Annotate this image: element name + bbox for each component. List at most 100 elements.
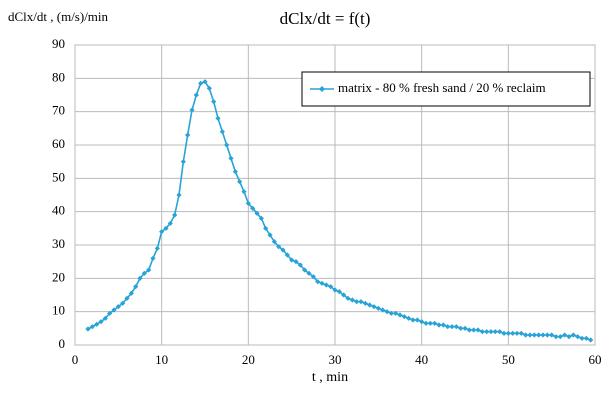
data-point [401, 314, 407, 320]
data-point [98, 319, 104, 325]
data-point [419, 319, 425, 325]
x-tick-label: 50 [502, 352, 515, 367]
data-point [172, 212, 178, 218]
legend-box [301, 71, 591, 107]
data-point [102, 315, 108, 321]
data-point [85, 326, 91, 332]
data-point [423, 320, 429, 326]
data-point [427, 320, 433, 326]
data-point [319, 280, 325, 286]
data-point [154, 245, 160, 251]
y-tick-label: 90 [52, 36, 65, 51]
data-point [193, 92, 199, 98]
data-point [267, 232, 273, 238]
data-point [137, 275, 143, 281]
data-point [245, 200, 251, 206]
data-point [540, 332, 546, 338]
data-point [375, 305, 381, 311]
data-point [250, 205, 256, 211]
data-point [310, 274, 316, 280]
data-point [349, 297, 355, 303]
data-point [345, 295, 351, 301]
data-point [393, 310, 399, 316]
data-point [410, 317, 416, 323]
data-point [271, 239, 277, 245]
data-point [380, 307, 386, 313]
y-tick-label: 0 [59, 336, 66, 351]
x-tick-label: 30 [329, 352, 342, 367]
data-point [523, 332, 529, 338]
y-tick-label: 60 [52, 136, 65, 151]
data-point [505, 330, 511, 336]
data-point [362, 300, 368, 306]
data-point [167, 220, 173, 226]
data-point [293, 259, 299, 265]
data-point [588, 337, 594, 343]
data-point [341, 292, 347, 298]
data-point [328, 284, 334, 290]
x-tick-label: 20 [242, 352, 255, 367]
data-point [388, 310, 394, 316]
data-point [436, 322, 442, 328]
data-point [289, 257, 295, 263]
data-point [232, 169, 238, 175]
data-point [263, 225, 269, 231]
data-point [297, 262, 303, 268]
data-point [510, 330, 516, 336]
data-point [254, 210, 260, 216]
data-point [150, 255, 156, 261]
data-point [531, 332, 537, 338]
legend-label: matrix - 80 % fresh sand / 20 % reclaim [338, 80, 546, 95]
data-point [180, 159, 186, 165]
data-point [159, 229, 165, 235]
data-point [406, 315, 412, 321]
y-tick-label: 40 [52, 203, 65, 218]
data-point [536, 332, 542, 338]
data-point [566, 334, 572, 340]
data-point [284, 252, 290, 258]
data-point [492, 329, 498, 335]
data-point [458, 325, 464, 331]
data-point [115, 304, 121, 310]
legend-marker [319, 86, 325, 92]
y-tick-label: 80 [52, 69, 65, 84]
data-point [141, 270, 147, 276]
data-point [557, 334, 563, 340]
data-point [579, 335, 585, 341]
y-tick-label: 10 [52, 303, 65, 318]
data-point [466, 327, 472, 333]
data-point [544, 332, 550, 338]
x-tick-label: 60 [589, 352, 602, 367]
data-point [518, 330, 524, 336]
data-point [583, 335, 589, 341]
data-point [120, 300, 126, 306]
data-point [440, 322, 446, 328]
data-point [570, 332, 576, 338]
data-point [323, 282, 329, 288]
y-tick-label: 50 [52, 169, 65, 184]
data-point [128, 290, 134, 296]
data-point [514, 330, 520, 336]
data-point [206, 85, 212, 91]
y-tick-label: 20 [52, 269, 65, 284]
data-point [453, 324, 459, 330]
data-point [228, 155, 234, 161]
data-point [276, 244, 282, 250]
data-point [449, 324, 455, 330]
data-point [258, 215, 264, 221]
data-point [497, 329, 503, 335]
data-point [306, 270, 312, 276]
x-tick-label: 10 [155, 352, 168, 367]
data-point [163, 225, 169, 231]
data-point [488, 329, 494, 335]
data-point [397, 312, 403, 318]
data-point [575, 334, 581, 340]
data-point [371, 304, 377, 310]
data-point [484, 329, 490, 335]
data-point [219, 129, 225, 135]
data-point [475, 327, 481, 333]
x-axis-label: t , min [312, 370, 348, 385]
data-point [367, 302, 373, 308]
x-tick-label: 0 [72, 352, 79, 367]
data-point [302, 267, 308, 273]
